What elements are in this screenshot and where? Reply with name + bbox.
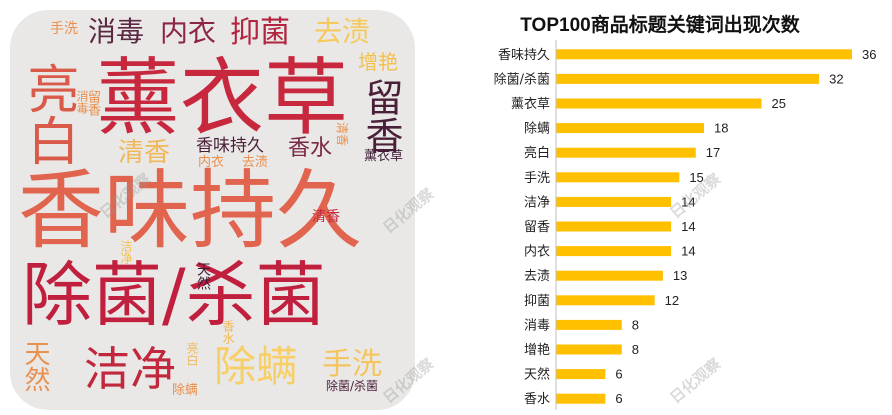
word-cloud-word: 清香 [335, 122, 349, 147]
bar [556, 147, 696, 158]
value-label: 25 [772, 96, 786, 111]
category-label: 消毒 [524, 318, 550, 333]
category-label: 洁净 [524, 195, 550, 210]
value-label: 18 [714, 121, 728, 136]
value-label: 17 [706, 145, 720, 160]
value-label: 8 [632, 317, 639, 332]
value-label: 14 [681, 194, 695, 209]
word-cloud-word: 洁净 [84, 342, 176, 396]
word-cloud-word: 香水 [288, 136, 333, 161]
word-cloud-word: 香味持久 [196, 136, 264, 156]
bar [556, 98, 762, 109]
word-cloud-word: 除螨 [172, 383, 199, 398]
category-label: 内衣 [524, 244, 550, 260]
category-label: 薰衣草 [511, 96, 550, 112]
category-label: 除菌/杀菌 [494, 72, 550, 87]
bar [556, 319, 622, 330]
value-label: 13 [673, 268, 687, 283]
value-label: 15 [689, 170, 703, 185]
bar [556, 344, 622, 355]
chart-title: TOP100商品标题关键词出现次数 [520, 15, 800, 36]
category-label: 香水 [524, 392, 550, 407]
word-cloud-word: 清香 [118, 138, 171, 168]
word-cloud-word: 除螨 [214, 342, 299, 391]
bar [556, 246, 672, 257]
category-label: 天然 [524, 367, 550, 383]
word-cloud-word: 增艳 [358, 50, 398, 74]
value-label: 6 [615, 367, 622, 382]
value-label: 8 [632, 342, 639, 357]
value-label: 12 [665, 293, 679, 308]
bar [556, 369, 606, 380]
word-cloud-word: 手洗 [50, 21, 78, 37]
word-cloud-word: 内衣 [160, 15, 217, 48]
word-cloud-word: 香味持久 [18, 161, 362, 261]
word-cloud-word: 抑菌 [230, 15, 290, 50]
bar [556, 123, 704, 134]
bar [556, 270, 663, 281]
word-cloud-word: 去渍 [242, 155, 269, 170]
word-cloud-word: 薰衣草 [364, 149, 404, 164]
word-cloud-word: 去渍 [314, 15, 371, 48]
bar [556, 73, 820, 84]
bar [556, 49, 852, 60]
word-cloud-word: 留香 [85, 90, 100, 116]
word-cloud-word: 洁净 [119, 240, 133, 264]
category-label: 除螨 [524, 122, 550, 137]
bar [556, 172, 680, 183]
category-label: 去渍 [524, 269, 550, 284]
value-label: 6 [615, 391, 622, 406]
word-cloud-word: 天然 [20, 340, 50, 392]
word-cloud-word: 亮白 [18, 62, 78, 166]
word-cloud-word: 手洗 [322, 347, 382, 382]
value-label: 14 [681, 244, 695, 259]
category-label: 香味持久 [498, 48, 550, 63]
word-cloud-word: 消毒 [88, 15, 145, 48]
word-cloud-word: 消毒 [75, 90, 89, 114]
word-cloud-word: 香水 [221, 320, 235, 344]
category-label: 增艳 [524, 342, 550, 358]
value-label: 32 [829, 71, 843, 86]
category-label: 抑菌 [524, 294, 550, 309]
value-label: 36 [862, 47, 876, 62]
word-cloud-word: 亮白 [185, 342, 199, 366]
bar [556, 196, 672, 207]
value-label: 14 [681, 219, 695, 234]
word-cloud-word: 清香 [312, 209, 340, 225]
word-cloud-word: 除菌/杀菌 [22, 254, 326, 336]
category-label: 亮白 [524, 145, 550, 161]
bar [556, 393, 606, 404]
word-cloud-word: 薰衣草 [96, 49, 349, 147]
word-cloud-word: 内衣 [198, 155, 225, 170]
category-label: 留香 [524, 220, 550, 235]
bar [556, 295, 655, 306]
bar [556, 221, 672, 232]
bar-chart: 香味持久 36 除菌/杀菌 32 薰衣草 25 除螨 18 亮白 17 手洗 15 洁净 14 留香 14 内衣… [494, 40, 876, 410]
category-label: 手洗 [524, 171, 550, 186]
word-cloud: 薰衣草 香味持久 除菌/杀菌 亮白 留香 洁净 除螨 手洗 消毒 内衣 抑菌 去… [10, 10, 415, 410]
word-cloud-word: 天然 [195, 262, 211, 290]
word-cloud-word: 留香 [359, 78, 403, 154]
word-cloud-word: 除菌/杀菌 [326, 379, 379, 393]
